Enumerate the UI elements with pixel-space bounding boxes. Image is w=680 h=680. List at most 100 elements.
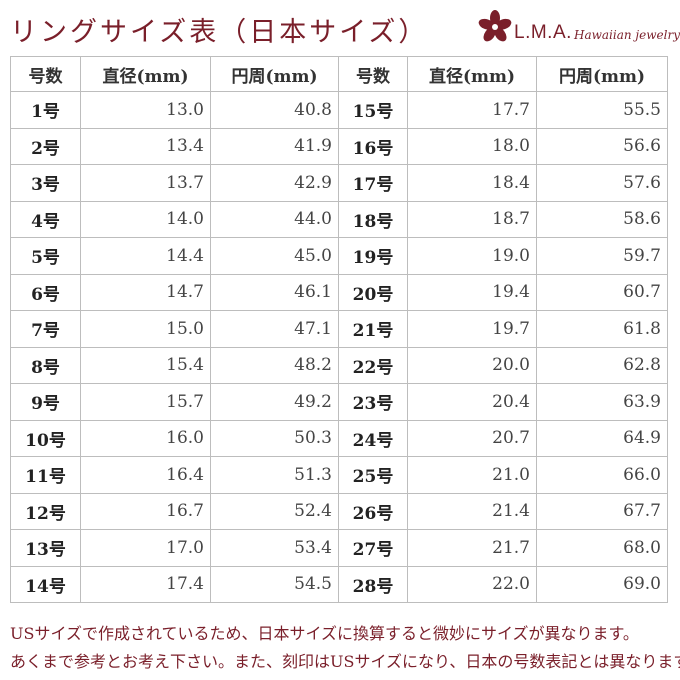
circumference-cell: 52.4 bbox=[210, 492, 339, 530]
size-number-cell: 19号 bbox=[338, 237, 408, 275]
brand-logo: L.M.A. Hawaiian jewelry bbox=[478, 10, 680, 50]
circumference-cell: 41.9 bbox=[210, 127, 339, 165]
circumference-cell: 67.7 bbox=[536, 492, 668, 530]
column-header: 号数 bbox=[338, 56, 408, 92]
diameter-cell: 16.7 bbox=[80, 492, 211, 530]
circumference-cell: 45.0 bbox=[210, 237, 339, 275]
diameter-cell: 20.4 bbox=[407, 383, 537, 421]
circumference-cell: 47.1 bbox=[210, 310, 339, 348]
diameter-cell: 19.4 bbox=[407, 273, 537, 311]
circumference-cell: 44.0 bbox=[210, 200, 339, 238]
circumference-cell: 61.8 bbox=[536, 310, 668, 348]
circumference-cell: 53.4 bbox=[210, 529, 339, 567]
circumference-cell: 40.8 bbox=[210, 91, 339, 129]
diameter-cell: 18.4 bbox=[407, 164, 537, 202]
diameter-cell: 13.4 bbox=[80, 127, 211, 165]
column-header: 号数 bbox=[10, 56, 81, 92]
diameter-cell: 15.7 bbox=[80, 383, 211, 421]
size-number-cell: 5号 bbox=[10, 237, 81, 275]
size-number-cell: 26号 bbox=[338, 492, 408, 530]
table-row: 1号 13.0 40.8 15号 17.7 55.5 bbox=[10, 91, 668, 129]
circumference-cell: 48.2 bbox=[210, 346, 339, 384]
diameter-cell: 21.7 bbox=[407, 529, 537, 567]
diameter-cell: 18.7 bbox=[407, 200, 537, 238]
page-title: リングサイズ表（日本サイズ） bbox=[10, 17, 429, 48]
diameter-cell: 14.7 bbox=[80, 273, 211, 311]
circumference-cell: 57.6 bbox=[536, 164, 668, 202]
size-number-cell: 16号 bbox=[338, 127, 408, 165]
table-row: 14号 17.4 54.5 28号 22.0 69.0 bbox=[10, 565, 668, 603]
circumference-cell: 58.6 bbox=[536, 200, 668, 238]
size-number-cell: 13号 bbox=[10, 529, 81, 567]
table-row: 7号 15.0 47.1 21号 19.7 61.8 bbox=[10, 310, 668, 348]
size-number-cell: 27号 bbox=[338, 529, 408, 567]
diameter-cell: 16.4 bbox=[80, 456, 211, 494]
size-number-cell: 14号 bbox=[10, 565, 81, 603]
table-row: 10号 16.0 50.3 24号 20.7 64.9 bbox=[10, 419, 668, 457]
circumference-cell: 68.0 bbox=[536, 529, 668, 567]
diameter-cell: 17.4 bbox=[80, 565, 211, 603]
table-row: 3号 13.7 42.9 17号 18.4 57.6 bbox=[10, 164, 668, 202]
circumference-cell: 56.6 bbox=[536, 127, 668, 165]
diameter-cell: 17.7 bbox=[407, 91, 537, 129]
table-row: 12号 16.7 52.4 26号 21.4 67.7 bbox=[10, 492, 668, 530]
table-row: 2号 13.4 41.9 16号 18.0 56.6 bbox=[10, 127, 668, 165]
size-number-cell: 3号 bbox=[10, 164, 81, 202]
note-line-2: あくまで参考とお考え下さい。また、刻印はUSサイズになり、日本の号数表記とは異な… bbox=[10, 652, 680, 671]
diameter-cell: 15.4 bbox=[80, 346, 211, 384]
header: リングサイズ表（日本サイズ） L.M.A. Hawaiian jewelry bbox=[0, 0, 680, 56]
column-header: 円周(mm) bbox=[210, 56, 339, 92]
column-header: 直径(mm) bbox=[80, 56, 211, 92]
table-row: 4号 14.0 44.0 18号 18.7 58.6 bbox=[10, 200, 668, 238]
size-number-cell: 15号 bbox=[338, 91, 408, 129]
circumference-cell: 64.9 bbox=[536, 419, 668, 457]
circumference-cell: 50.3 bbox=[210, 419, 339, 457]
size-number-cell: 23号 bbox=[338, 383, 408, 421]
brand-name: L.M.A. bbox=[514, 22, 572, 43]
diameter-cell: 21.0 bbox=[407, 456, 537, 494]
table-row: 11号 16.4 51.3 25号 21.0 66.0 bbox=[10, 456, 668, 494]
note-line-1: USサイズで作成されているため、日本サイズに換算すると微妙にサイズが異なります。 bbox=[10, 624, 639, 643]
brand-subtitle: Hawaiian jewelry bbox=[574, 28, 680, 42]
diameter-cell: 22.0 bbox=[407, 565, 537, 603]
diameter-cell: 18.0 bbox=[407, 127, 537, 165]
plumeria-flower-icon bbox=[478, 10, 512, 42]
diameter-cell: 16.0 bbox=[80, 419, 211, 457]
table-header-row: 号数 直径(mm) 円周(mm) 号数 直径(mm) 円周(mm) bbox=[10, 56, 668, 92]
size-number-cell: 21号 bbox=[338, 310, 408, 348]
size-number-cell: 17号 bbox=[338, 164, 408, 202]
ring-size-table: 号数 直径(mm) 円周(mm) 号数 直径(mm) 円周(mm) 1号 13.0 40.8 1… bbox=[10, 56, 668, 603]
size-number-cell: 9号 bbox=[10, 383, 81, 421]
table-row: 6号 14.7 46.1 20号 19.4 60.7 bbox=[10, 273, 668, 311]
circumference-cell: 60.7 bbox=[536, 273, 668, 311]
size-number-cell: 10号 bbox=[10, 419, 81, 457]
size-number-cell: 11号 bbox=[10, 456, 81, 494]
diameter-cell: 15.0 bbox=[80, 310, 211, 348]
size-number-cell: 12号 bbox=[10, 492, 81, 530]
diameter-cell: 21.4 bbox=[407, 492, 537, 530]
size-number-cell: 2号 bbox=[10, 127, 81, 165]
circumference-cell: 46.1 bbox=[210, 273, 339, 311]
size-number-cell: 4号 bbox=[10, 200, 81, 238]
diameter-cell: 20.7 bbox=[407, 419, 537, 457]
circumference-cell: 49.2 bbox=[210, 383, 339, 421]
circumference-cell: 62.8 bbox=[536, 346, 668, 384]
size-number-cell: 8号 bbox=[10, 346, 81, 384]
circumference-cell: 66.0 bbox=[536, 456, 668, 494]
size-number-cell: 20号 bbox=[338, 273, 408, 311]
size-number-cell: 25号 bbox=[338, 456, 408, 494]
table-row: 13号 17.0 53.4 27号 21.7 68.0 bbox=[10, 529, 668, 567]
size-number-cell: 6号 bbox=[10, 273, 81, 311]
circumference-cell: 59.7 bbox=[536, 237, 668, 275]
size-number-cell: 18号 bbox=[338, 200, 408, 238]
size-number-cell: 1号 bbox=[10, 91, 81, 129]
diameter-cell: 14.4 bbox=[80, 237, 211, 275]
table-row: 8号 15.4 48.2 22号 20.0 62.8 bbox=[10, 346, 668, 384]
size-number-cell: 7号 bbox=[10, 310, 81, 348]
diameter-cell: 19.7 bbox=[407, 310, 537, 348]
size-number-cell: 28号 bbox=[338, 565, 408, 603]
table-row: 9号 15.7 49.2 23号 20.4 63.9 bbox=[10, 383, 668, 421]
size-number-cell: 24号 bbox=[338, 419, 408, 457]
diameter-cell: 19.0 bbox=[407, 237, 537, 275]
diameter-cell: 17.0 bbox=[80, 529, 211, 567]
